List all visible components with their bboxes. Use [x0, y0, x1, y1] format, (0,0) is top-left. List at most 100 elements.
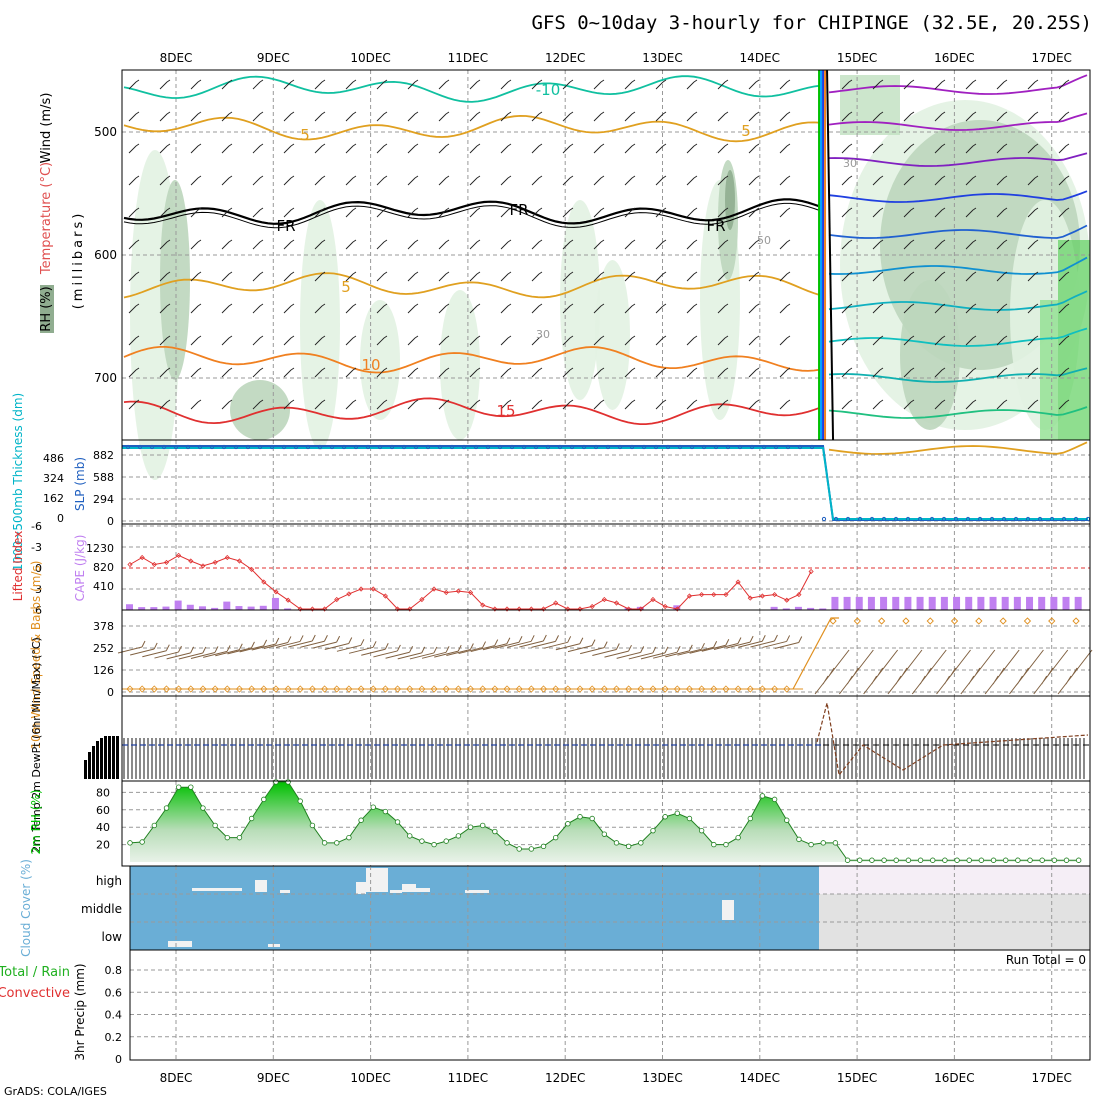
surface-wind-barb [701, 639, 730, 652]
surface-wind-barb [616, 646, 645, 659]
rh-point [382, 808, 389, 815]
slp-marker [665, 444, 671, 450]
rh-point [954, 857, 960, 863]
wind-barb [314, 335, 326, 346]
slp-marker [965, 516, 971, 522]
thickness-slp-frame [121, 439, 1091, 525]
wind-barb [903, 399, 915, 410]
cape-bar [150, 607, 158, 610]
cape-tick: 820 [93, 561, 114, 574]
wind-speed-marker [975, 617, 983, 625]
rh-point [990, 857, 997, 863]
precip-frame [129, 949, 1091, 1061]
bottom-day-axis: 8DEC 9DEC 10DEC 11DEC 12DEC 13DEC 14DEC 15DEC 16… [160, 1071, 1072, 1085]
wind-barb [500, 303, 512, 314]
rh-point [370, 804, 376, 810]
surface-wind-barb [130, 642, 158, 656]
rh-point [273, 779, 279, 785]
wind-barb [717, 271, 729, 282]
rh-point [857, 857, 863, 863]
slp-marker [1037, 516, 1043, 522]
precip-tick: 0.4 [105, 1009, 123, 1022]
slp-marker [617, 444, 623, 450]
cloud-gap [168, 941, 192, 947]
surface-wind-barb [567, 639, 596, 653]
thickness-tick: 486 [43, 452, 64, 465]
isotherm-line [828, 406, 1088, 419]
thickness-line [122, 447, 1088, 520]
slp-marker [725, 444, 731, 450]
surface-wind-barb [251, 637, 280, 651]
surface-wind-barb [494, 636, 523, 649]
wind-barb [624, 207, 636, 218]
wind-barb [562, 303, 574, 314]
contour-label: 30 [536, 328, 550, 341]
lifted-marker [224, 554, 230, 561]
rh-point [674, 810, 681, 816]
wind-speed-marker [454, 685, 462, 693]
cape-bar [831, 596, 839, 610]
wind-barb [531, 143, 543, 154]
wind-barb [438, 335, 450, 346]
wind-speed-marker [746, 685, 754, 693]
wind-barb [345, 399, 357, 410]
cape-lifted-index-panel: -6 -3 0 3 6 1230 820 410 Lifted Index CAPE (J/kg) [11, 520, 1091, 617]
cloud-gap [192, 888, 242, 891]
wind-barb [1058, 239, 1070, 250]
slp-marker [1049, 516, 1055, 522]
lifted-tick: 3 [35, 583, 42, 596]
wind-speed-marker [783, 685, 791, 693]
wind-barb [655, 143, 667, 154]
wind-barb [438, 175, 450, 186]
slp-marker [1001, 516, 1007, 522]
rh-point [516, 846, 522, 852]
cape-bar [126, 604, 133, 610]
slp-marker [197, 444, 203, 450]
wind-barb [469, 175, 481, 186]
rh-point [771, 796, 778, 803]
wind-barb [469, 207, 481, 218]
slp-marker [737, 444, 743, 450]
contour-label: FR [509, 201, 528, 219]
wind-barb [934, 175, 946, 186]
wind-speed-marker [710, 685, 718, 693]
top-day-label: 13DEC [642, 51, 682, 65]
wind-barb [252, 79, 264, 90]
slp-marker [473, 444, 479, 450]
wind-barb [500, 239, 512, 250]
wind-barb [221, 207, 233, 218]
cape-bar [174, 600, 182, 610]
slp-marker [209, 444, 215, 450]
wind-barb [376, 111, 388, 122]
wind-barb [655, 239, 667, 250]
bottom-day-label: 13DEC [642, 1071, 682, 1085]
rh-point [747, 815, 753, 822]
wind-barb [934, 239, 946, 250]
rh-tick: 40 [96, 821, 110, 834]
lifted-tick: -3 [31, 541, 42, 554]
contour-label: 15 [496, 402, 515, 420]
lifted-marker [528, 606, 534, 612]
wind-barb [345, 79, 357, 90]
bottom-day-label: 9DEC [257, 1071, 290, 1085]
rh-point [528, 846, 535, 852]
wind-barb [252, 143, 264, 154]
cape-bar [138, 607, 146, 610]
wind-tick: 252 [93, 642, 114, 655]
wind-barb [841, 111, 853, 122]
slp-marker [401, 444, 407, 450]
wind-barb [500, 175, 512, 186]
wind-barb [965, 175, 977, 186]
bottom-day-label: 8DEC [160, 1071, 193, 1085]
wind-barb [314, 239, 326, 250]
surface-wind-barb [458, 641, 486, 655]
surface-wind-barb [203, 645, 231, 658]
wind-barb [159, 207, 171, 218]
surface-wind-barb [762, 635, 791, 648]
precip-panel: 0.8 0.6 0.4 0.2 0 3hr Precip (mm)Total / Rain… [0, 949, 1091, 1066]
rh-point [358, 817, 364, 823]
surface-wind-barb [543, 636, 572, 649]
lifted-marker [309, 606, 316, 612]
wind-barb [221, 175, 233, 186]
